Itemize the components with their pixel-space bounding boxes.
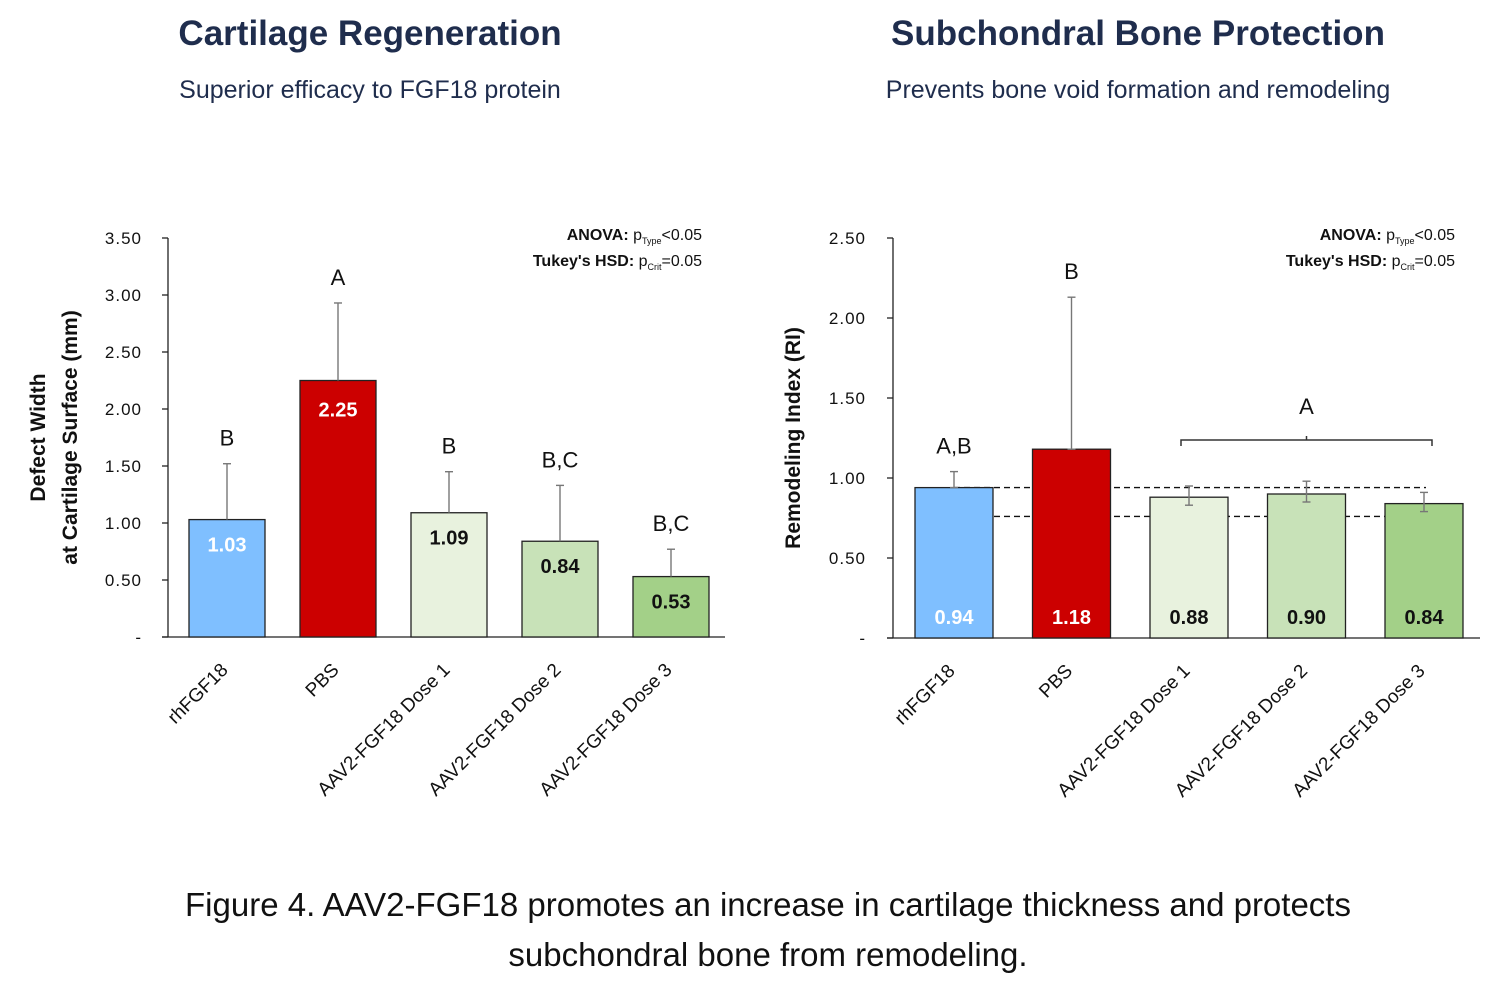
chart2-anova-text: ANOVA: pType<0.05 [1320,227,1455,246]
chart1-y-tick-label: 1.00 [105,514,142,533]
chart2-tukey-text: Tukey's HSD: pCrit=0.05 [1286,253,1455,272]
chart2-y-tick-label: - [859,629,866,648]
chart2-category-label: rhFGF18 [891,661,960,730]
chart1-significance-label: B,C [542,447,579,472]
chart1-value-label: 1.09 [430,528,469,550]
chart2-title: Subchondral Bone Protection [891,14,1385,53]
chart1-bar [188,518,266,638]
chart1-y-label-line-2: at Cartilage Surface (mm) [59,310,82,564]
chart1-significance-label: B [220,426,235,451]
chart1-subtitle: Superior efficacy to FGF18 protein [179,76,561,104]
chart2-value-label: 0.88 [1170,607,1209,629]
chart2-bar [1384,502,1464,639]
chart1-bar [410,512,488,638]
chart2-value-label: 0.94 [935,607,975,629]
chart1-anova-text: ANOVA: pType<0.05 [567,227,702,246]
chart2-group-label: A [1299,394,1314,419]
chart1-bar [632,575,710,638]
chart1-value-label: 2.25 [319,400,358,422]
chart2-bar [1149,496,1229,639]
figure-caption: Figure 4. AAV2-FGF18 promotes an increas… [60,880,1476,980]
chart2-y-label: Remodeling Index (RI) [782,327,805,549]
chart2-category-label: AAV2-FGF18 Dose 3 [1289,661,1430,802]
chart2-y-tick-label: 1.50 [829,389,866,408]
chart2-subtitle: Prevents bone void formation and remodel… [885,76,1391,104]
chart2-bar [1266,493,1347,639]
chart1-y-tick-label: 1.50 [105,457,142,476]
chart2-y-tick-label: 2.00 [829,309,866,328]
chart2-y-tick-label: 1.00 [829,469,866,488]
chart1-y-tick-label: 0.50 [105,571,142,590]
chart1-bar [521,540,599,638]
chart1-tukey-text: Tukey's HSD: pCrit=0.05 [533,253,702,272]
chart1-value-label: 0.53 [652,592,691,614]
chart2-category-label: AAV2-FGF18 Dose 1 [1054,661,1195,802]
chart2-y-tick-label: 2.50 [829,229,866,248]
chart1-bar [299,379,377,638]
chart1-category-label: rhFGF18 [164,660,233,729]
chart2-y-tick-label: 0.50 [829,549,866,568]
chart2-value-label: 0.84 [1405,607,1445,629]
chart1-y-tick-label: 3.50 [105,229,142,248]
chart2-value-label: 1.18 [1052,607,1091,629]
chart2-value-label: 0.90 [1287,607,1326,629]
chart2-bar [1031,448,1112,639]
chart2-bar [914,486,994,639]
chart1-y-tick-label: 3.00 [105,286,142,305]
chart1-y-tick-label: 2.00 [105,400,142,419]
chart1-significance-label: A [331,265,346,290]
caption-line-1: Figure 4. AAV2-FGF18 promotes an increas… [185,886,1351,923]
chart2-category-label: PBS [1035,661,1077,703]
caption-line-2: subchondral bone from remodeling. [508,936,1028,973]
chart1-value-label: 0.84 [541,556,581,578]
chart2-significance-label: B [1064,259,1079,284]
chart1-y-label-line-1: Defect Width [27,373,50,501]
chart2-category-label: AAV2-FGF18 Dose 2 [1171,661,1312,802]
chart1-y-tick-label: 2.50 [105,343,142,362]
chart1-significance-label: B,C [653,511,690,536]
chart2-significance-label: A,B [936,434,971,459]
chart2-group-bracket [1180,436,1433,446]
chart1-category-label: PBS [302,660,344,702]
chart1-title: Cartilage Regeneration [178,14,562,53]
chart1-y-tick-label: - [135,628,142,647]
chart1-significance-label: B [442,434,457,459]
charts-canvas: - 0.50 1.00 1.50 2.00 2.50 3.00 3.50 Defect Widt… [27,227,1480,802]
chart1-value-label: 1.03 [208,535,247,557]
